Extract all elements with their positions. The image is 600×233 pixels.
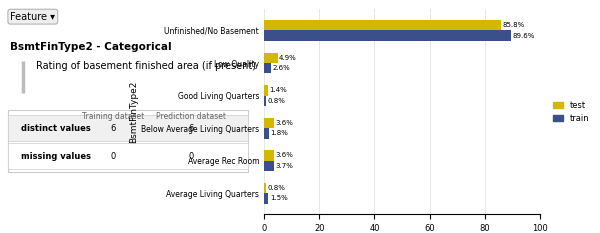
Text: 0: 0 [188,152,194,161]
Text: 2.6%: 2.6% [273,65,290,71]
Bar [264,118,274,128]
Text: 4.9%: 4.9% [279,55,297,61]
Text: 1.5%: 1.5% [270,195,287,201]
Legend: test, train: test, train [550,97,593,126]
Bar [264,31,511,41]
Bar [8,110,248,172]
Text: 6: 6 [188,124,194,133]
Bar [264,85,268,96]
Text: 85.8%: 85.8% [502,22,525,28]
Bar [264,53,278,63]
Bar [264,96,266,106]
Bar [264,183,266,193]
Text: Prediction dataset: Prediction dataset [156,112,226,121]
Bar [264,193,268,204]
Text: 3.6%: 3.6% [275,152,293,158]
Bar [264,128,269,139]
Text: 3.7%: 3.7% [276,163,294,169]
Text: BsmtFinType2 - Categorical: BsmtFinType2 - Categorical [10,42,172,52]
Text: 1.8%: 1.8% [271,130,289,136]
Text: missing values: missing values [20,152,91,161]
Text: 1.4%: 1.4% [269,87,287,93]
Text: 89.6%: 89.6% [513,33,535,39]
Text: 3.6%: 3.6% [275,120,293,126]
Bar [264,20,501,31]
Bar [264,150,274,161]
Bar [264,161,274,171]
Text: 0.8%: 0.8% [268,98,286,104]
Text: Rating of basement finished area (if present): Rating of basement finished area (if pre… [36,61,256,71]
Bar [8,115,248,141]
Text: 0: 0 [111,152,116,161]
Bar [264,63,271,73]
Text: Training dataset: Training dataset [82,112,145,121]
Bar [8,143,248,169]
Text: 0.8%: 0.8% [268,185,286,191]
Text: Feature ▾: Feature ▾ [10,12,55,22]
Text: distinct values: distinct values [20,124,91,133]
Text: 6: 6 [111,124,116,133]
Y-axis label: BsmtFinType2: BsmtFinType2 [129,81,138,143]
